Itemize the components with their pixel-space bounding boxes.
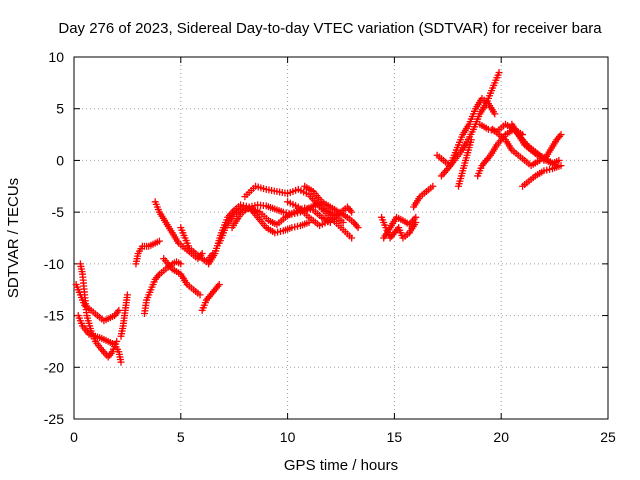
x-axis-label: GPS time / hours <box>284 457 398 474</box>
series-arc-21 <box>433 94 499 170</box>
x-tick-label: 20 <box>493 429 509 445</box>
x-tick-label: 0 <box>70 429 78 445</box>
data-point <box>117 358 125 366</box>
grid-lines <box>74 57 608 419</box>
y-axis-label: SDTVAR / TECUs <box>5 178 22 298</box>
tick-labels: 0 5 10 15 20 25 -25 -20 -15 -10 -5 0 5 10 <box>44 49 616 445</box>
data-point <box>491 110 499 118</box>
x-tick-label: 25 <box>600 429 616 445</box>
data-point <box>215 281 223 289</box>
data-point <box>113 337 121 345</box>
series-arc-6 <box>132 237 163 268</box>
data-point <box>348 234 356 242</box>
series-arc-10 <box>198 281 223 314</box>
data-point <box>348 208 356 216</box>
y-tick-label: 5 <box>56 101 64 117</box>
series-arc-4 <box>117 291 131 340</box>
data-points <box>72 69 565 366</box>
series-arc-19 <box>410 182 437 211</box>
data-point <box>429 182 437 190</box>
x-tick-label: 15 <box>387 429 403 445</box>
data-point <box>196 291 204 299</box>
series-arc-8 <box>160 255 204 299</box>
y-tick-label: -25 <box>44 411 64 427</box>
series-arc-9 <box>177 224 217 266</box>
data-point <box>123 291 131 299</box>
y-tick-label: -20 <box>44 359 64 375</box>
data-point <box>412 213 420 221</box>
data-point <box>557 131 565 139</box>
plot-frame <box>73 56 609 420</box>
series-arc-22 <box>454 136 475 190</box>
data-point <box>557 162 565 170</box>
chart-title: Day 276 of 2023, Sidereal Day-to-day VTE… <box>58 20 602 37</box>
y-tick-label: 10 <box>48 49 64 65</box>
x-tick-label: 5 <box>177 429 185 445</box>
data-point <box>339 218 347 226</box>
series-arc-1 <box>72 281 123 325</box>
series-arc-28 <box>523 141 563 168</box>
data-point <box>177 260 185 268</box>
series-arc-3 <box>76 260 121 361</box>
x-tick-label: 10 <box>280 429 296 445</box>
data-point <box>354 224 362 232</box>
axis-ticks <box>73 56 609 420</box>
series-arc-18 <box>380 213 420 242</box>
data-point <box>115 306 123 314</box>
data-point <box>555 156 563 164</box>
data-point <box>155 237 163 245</box>
series-arc-16 <box>301 182 362 232</box>
y-tick-label: 0 <box>56 152 64 168</box>
series-arc-26 <box>519 162 565 190</box>
y-tick-label: -15 <box>44 308 64 324</box>
data-point <box>467 136 475 144</box>
series-arc-14 <box>241 182 356 242</box>
data-point <box>495 69 503 77</box>
series-arc-5 <box>140 258 185 318</box>
y-tick-label: -5 <box>52 204 65 220</box>
y-tick-label: -10 <box>44 256 64 272</box>
